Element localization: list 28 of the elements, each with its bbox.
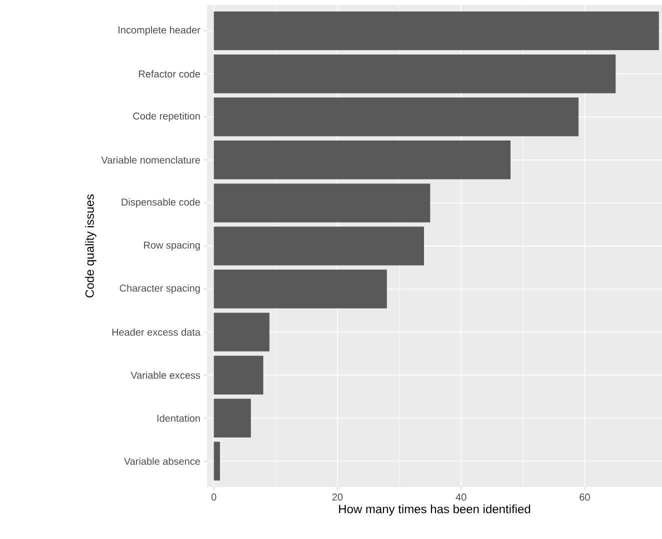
- x-tick-label: 60: [580, 494, 590, 501]
- bar: [214, 270, 387, 308]
- bar: [214, 140, 511, 180]
- bar: [214, 226, 424, 266]
- bar: [214, 54, 616, 94]
- y-tick-label: Dispensable code: [122, 198, 200, 208]
- y-tick-label: Character spacing: [120, 284, 200, 294]
- y-tick-label: Refactor code: [139, 70, 200, 78]
- y-tick-label: Code repetition: [133, 112, 200, 122]
- bar: [214, 11, 659, 50]
- y-tick-label: Variable absence: [124, 458, 200, 465]
- x-tick-label: 0: [211, 494, 216, 501]
- x-axis-title: How many times has been identified: [339, 504, 530, 516]
- x-tick-label: 20: [332, 494, 343, 501]
- y-tick-label: Variable excess: [130, 371, 200, 379]
- y-tick-label: Row spacing: [144, 241, 200, 251]
- bar: [214, 184, 430, 222]
- y-tick-label: Incomplete header: [118, 26, 200, 36]
- bar: [214, 312, 270, 352]
- bar: [214, 98, 579, 136]
- bar: [214, 356, 264, 394]
- bar: [214, 442, 220, 481]
- bar: [214, 398, 251, 438]
- y-tick-label: Header excess data: [112, 328, 200, 336]
- x-tick-label: 40: [456, 494, 466, 501]
- y-axis-title: Code quality issues: [85, 194, 96, 298]
- y-tick-label: Variable nomenclature: [101, 156, 200, 164]
- y-tick-label: Identation: [157, 414, 200, 422]
